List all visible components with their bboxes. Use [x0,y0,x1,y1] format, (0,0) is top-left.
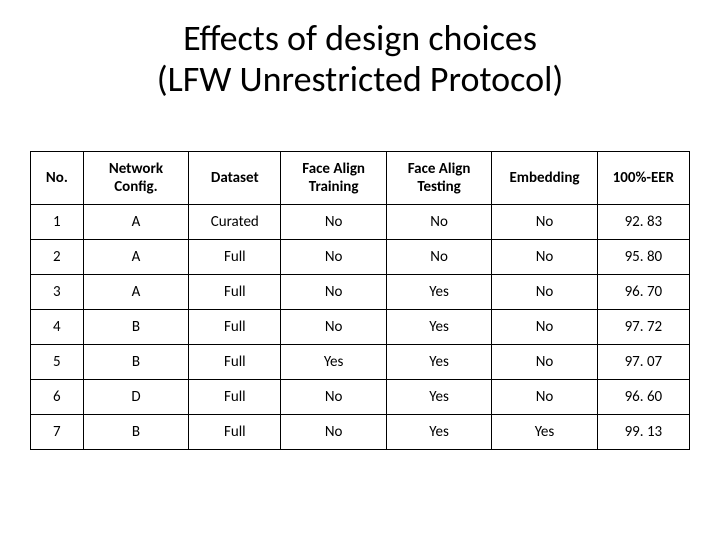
cell: D [83,379,188,414]
cell: 97. 07 [597,344,689,379]
cell: Yes [386,344,491,379]
cell: 92. 83 [597,204,689,239]
cell: A [83,204,188,239]
cell: No [386,204,491,239]
cell: Curated [189,204,281,239]
col-100-eer: 100%-EER [597,151,689,204]
cell: No [281,309,386,344]
cell: Full [189,309,281,344]
cell: 2 [31,239,84,274]
cell: 97. 72 [597,309,689,344]
title-line-2: (LFW Unrestricted Protocol) [0,59,720,100]
cell: 99. 13 [597,414,689,449]
table-row: 3 A Full No Yes No 96. 70 [31,274,690,309]
table-body: 1 A Curated No No No 92. 83 2 A Full No … [31,204,690,449]
cell: 6 [31,379,84,414]
cell: 1 [31,204,84,239]
cell: 5 [31,344,84,379]
title-line-1: Effects of design choices [0,18,720,59]
cell: Yes [386,379,491,414]
cell: No [281,204,386,239]
col-network-config: Network Config. [83,151,188,204]
col-no: No. [31,151,84,204]
cell: Full [189,379,281,414]
cell: Full [189,274,281,309]
cell: No [492,239,597,274]
cell: 95. 80 [597,239,689,274]
cell: 7 [31,414,84,449]
cell: No [281,414,386,449]
cell: B [83,344,188,379]
cell: Full [189,414,281,449]
cell: 96. 60 [597,379,689,414]
results-table: No. Network Config. Dataset Face Align T… [30,151,690,450]
table-header-row: No. Network Config. Dataset Face Align T… [31,151,690,204]
cell: 4 [31,309,84,344]
cell: Yes [386,274,491,309]
table-row: 1 A Curated No No No 92. 83 [31,204,690,239]
col-dataset: Dataset [189,151,281,204]
table-row: 7 B Full No Yes Yes 99. 13 [31,414,690,449]
cell: A [83,274,188,309]
cell: No [281,379,386,414]
cell: No [281,274,386,309]
cell: Yes [492,414,597,449]
cell: Full [189,239,281,274]
cell: No [492,344,597,379]
cell: B [83,309,188,344]
cell: Yes [386,309,491,344]
cell: No [492,379,597,414]
cell: Yes [281,344,386,379]
table-row: 4 B Full No Yes No 97. 72 [31,309,690,344]
table-row: 5 B Full Yes Yes No 97. 07 [31,344,690,379]
cell: No [492,274,597,309]
cell: No [492,204,597,239]
cell: No [386,239,491,274]
cell: Yes [386,414,491,449]
cell: B [83,414,188,449]
cell: Full [189,344,281,379]
col-embedding: Embedding [492,151,597,204]
col-face-align-training: Face Align Training [281,151,386,204]
table-row: 2 A Full No No No 95. 80 [31,239,690,274]
page-title: Effects of design choices (LFW Unrestric… [0,0,720,101]
cell: No [281,239,386,274]
col-face-align-testing: Face Align Testing [386,151,491,204]
cell: 3 [31,274,84,309]
cell: A [83,239,188,274]
cell: No [492,309,597,344]
table-container: No. Network Config. Dataset Face Align T… [0,101,720,450]
table-row: 6 D Full No Yes No 96. 60 [31,379,690,414]
cell: 96. 70 [597,274,689,309]
